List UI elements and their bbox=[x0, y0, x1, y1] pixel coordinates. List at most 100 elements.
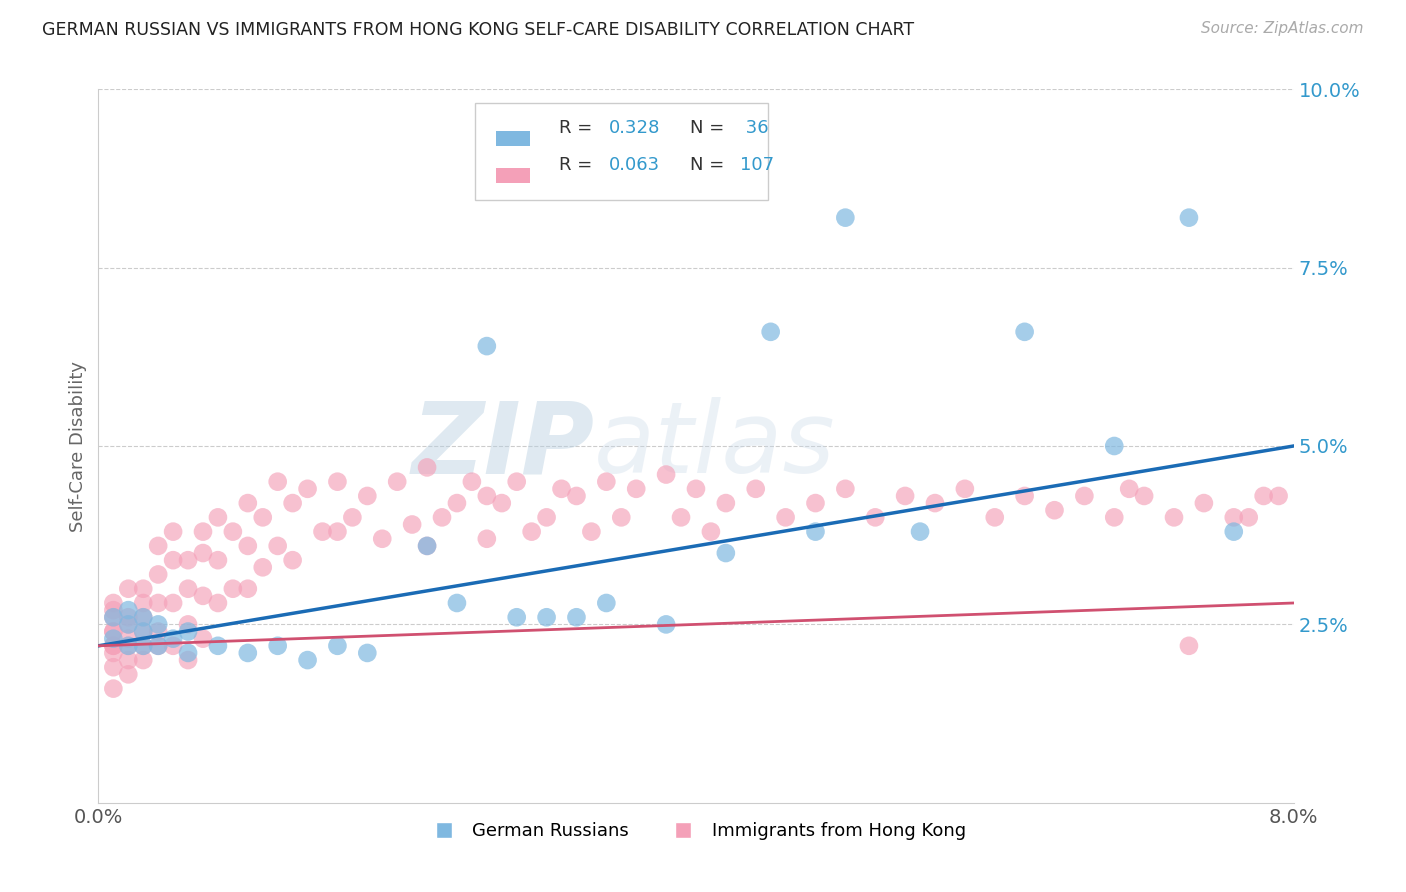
Point bbox=[953, 482, 976, 496]
Point bbox=[1237, 510, 1260, 524]
Point bbox=[1073, 489, 1095, 503]
Text: N =: N = bbox=[690, 156, 730, 174]
Point bbox=[267, 539, 290, 553]
Point bbox=[311, 524, 333, 539]
Point bbox=[669, 510, 692, 524]
Point bbox=[1118, 482, 1140, 496]
FancyBboxPatch shape bbox=[475, 103, 768, 200]
Point bbox=[103, 660, 125, 674]
Point bbox=[162, 632, 184, 646]
Point bbox=[326, 639, 349, 653]
Point bbox=[461, 475, 484, 489]
Point bbox=[775, 510, 797, 524]
Point bbox=[132, 639, 155, 653]
Point bbox=[162, 596, 184, 610]
Point bbox=[117, 667, 139, 681]
Point bbox=[595, 596, 617, 610]
Point bbox=[416, 539, 439, 553]
Point bbox=[132, 596, 155, 610]
Point bbox=[1223, 524, 1246, 539]
Text: Source: ZipAtlas.com: Source: ZipAtlas.com bbox=[1201, 21, 1364, 37]
Point bbox=[132, 610, 155, 624]
Point bbox=[446, 496, 468, 510]
Point bbox=[1253, 489, 1275, 503]
Point bbox=[1133, 489, 1156, 503]
Text: 0.063: 0.063 bbox=[609, 156, 659, 174]
Point bbox=[804, 524, 827, 539]
Point bbox=[103, 610, 125, 624]
Point bbox=[520, 524, 543, 539]
Point bbox=[834, 211, 856, 225]
Point bbox=[103, 624, 125, 639]
Point bbox=[103, 596, 125, 610]
Point bbox=[804, 496, 827, 510]
Point bbox=[117, 639, 139, 653]
Point bbox=[536, 610, 558, 624]
Point bbox=[581, 524, 603, 539]
Point bbox=[745, 482, 768, 496]
Point bbox=[714, 546, 737, 560]
Point bbox=[655, 617, 678, 632]
Point bbox=[491, 496, 513, 510]
Text: 107: 107 bbox=[740, 156, 775, 174]
Point bbox=[1104, 510, 1126, 524]
Point bbox=[1043, 503, 1066, 517]
Point bbox=[565, 610, 588, 624]
Point bbox=[191, 524, 214, 539]
Point bbox=[103, 632, 125, 646]
Point bbox=[191, 589, 214, 603]
Point bbox=[103, 624, 125, 639]
Text: 36: 36 bbox=[740, 119, 769, 136]
Text: R =: R = bbox=[558, 156, 598, 174]
Point bbox=[148, 539, 170, 553]
Point bbox=[281, 553, 304, 567]
Point bbox=[117, 582, 139, 596]
Point bbox=[103, 639, 125, 653]
Point bbox=[177, 646, 200, 660]
Point bbox=[148, 624, 170, 639]
Point bbox=[103, 646, 125, 660]
Point bbox=[700, 524, 723, 539]
Point bbox=[148, 639, 170, 653]
Point bbox=[267, 639, 290, 653]
Point bbox=[326, 475, 349, 489]
Point bbox=[1223, 510, 1246, 524]
Point bbox=[446, 596, 468, 610]
Point bbox=[177, 624, 200, 639]
Point bbox=[222, 582, 245, 596]
Point bbox=[191, 546, 214, 560]
Point bbox=[191, 632, 214, 646]
Point bbox=[1104, 439, 1126, 453]
Point bbox=[177, 653, 200, 667]
Point bbox=[117, 653, 139, 667]
Point bbox=[834, 482, 856, 496]
Text: R =: R = bbox=[558, 119, 598, 136]
Point bbox=[103, 610, 125, 624]
Point bbox=[148, 567, 170, 582]
Point bbox=[1178, 211, 1201, 225]
Text: N =: N = bbox=[690, 119, 730, 136]
Point bbox=[148, 639, 170, 653]
Point bbox=[626, 482, 648, 496]
Point bbox=[297, 653, 319, 667]
Point bbox=[177, 617, 200, 632]
Point bbox=[117, 639, 139, 653]
Y-axis label: Self-Care Disability: Self-Care Disability bbox=[69, 360, 87, 532]
Text: ZIP: ZIP bbox=[412, 398, 595, 494]
Point bbox=[430, 510, 453, 524]
Point bbox=[865, 510, 887, 524]
Point bbox=[385, 475, 409, 489]
Point bbox=[326, 524, 349, 539]
Point bbox=[103, 639, 125, 653]
Point bbox=[908, 524, 931, 539]
Point bbox=[177, 582, 200, 596]
Point bbox=[356, 646, 378, 660]
Point bbox=[924, 496, 946, 510]
Point bbox=[236, 496, 259, 510]
Text: 0.328: 0.328 bbox=[609, 119, 659, 136]
Point bbox=[550, 482, 572, 496]
Point bbox=[281, 496, 304, 510]
Point bbox=[1267, 489, 1289, 503]
Point bbox=[714, 496, 737, 510]
Point bbox=[148, 596, 170, 610]
